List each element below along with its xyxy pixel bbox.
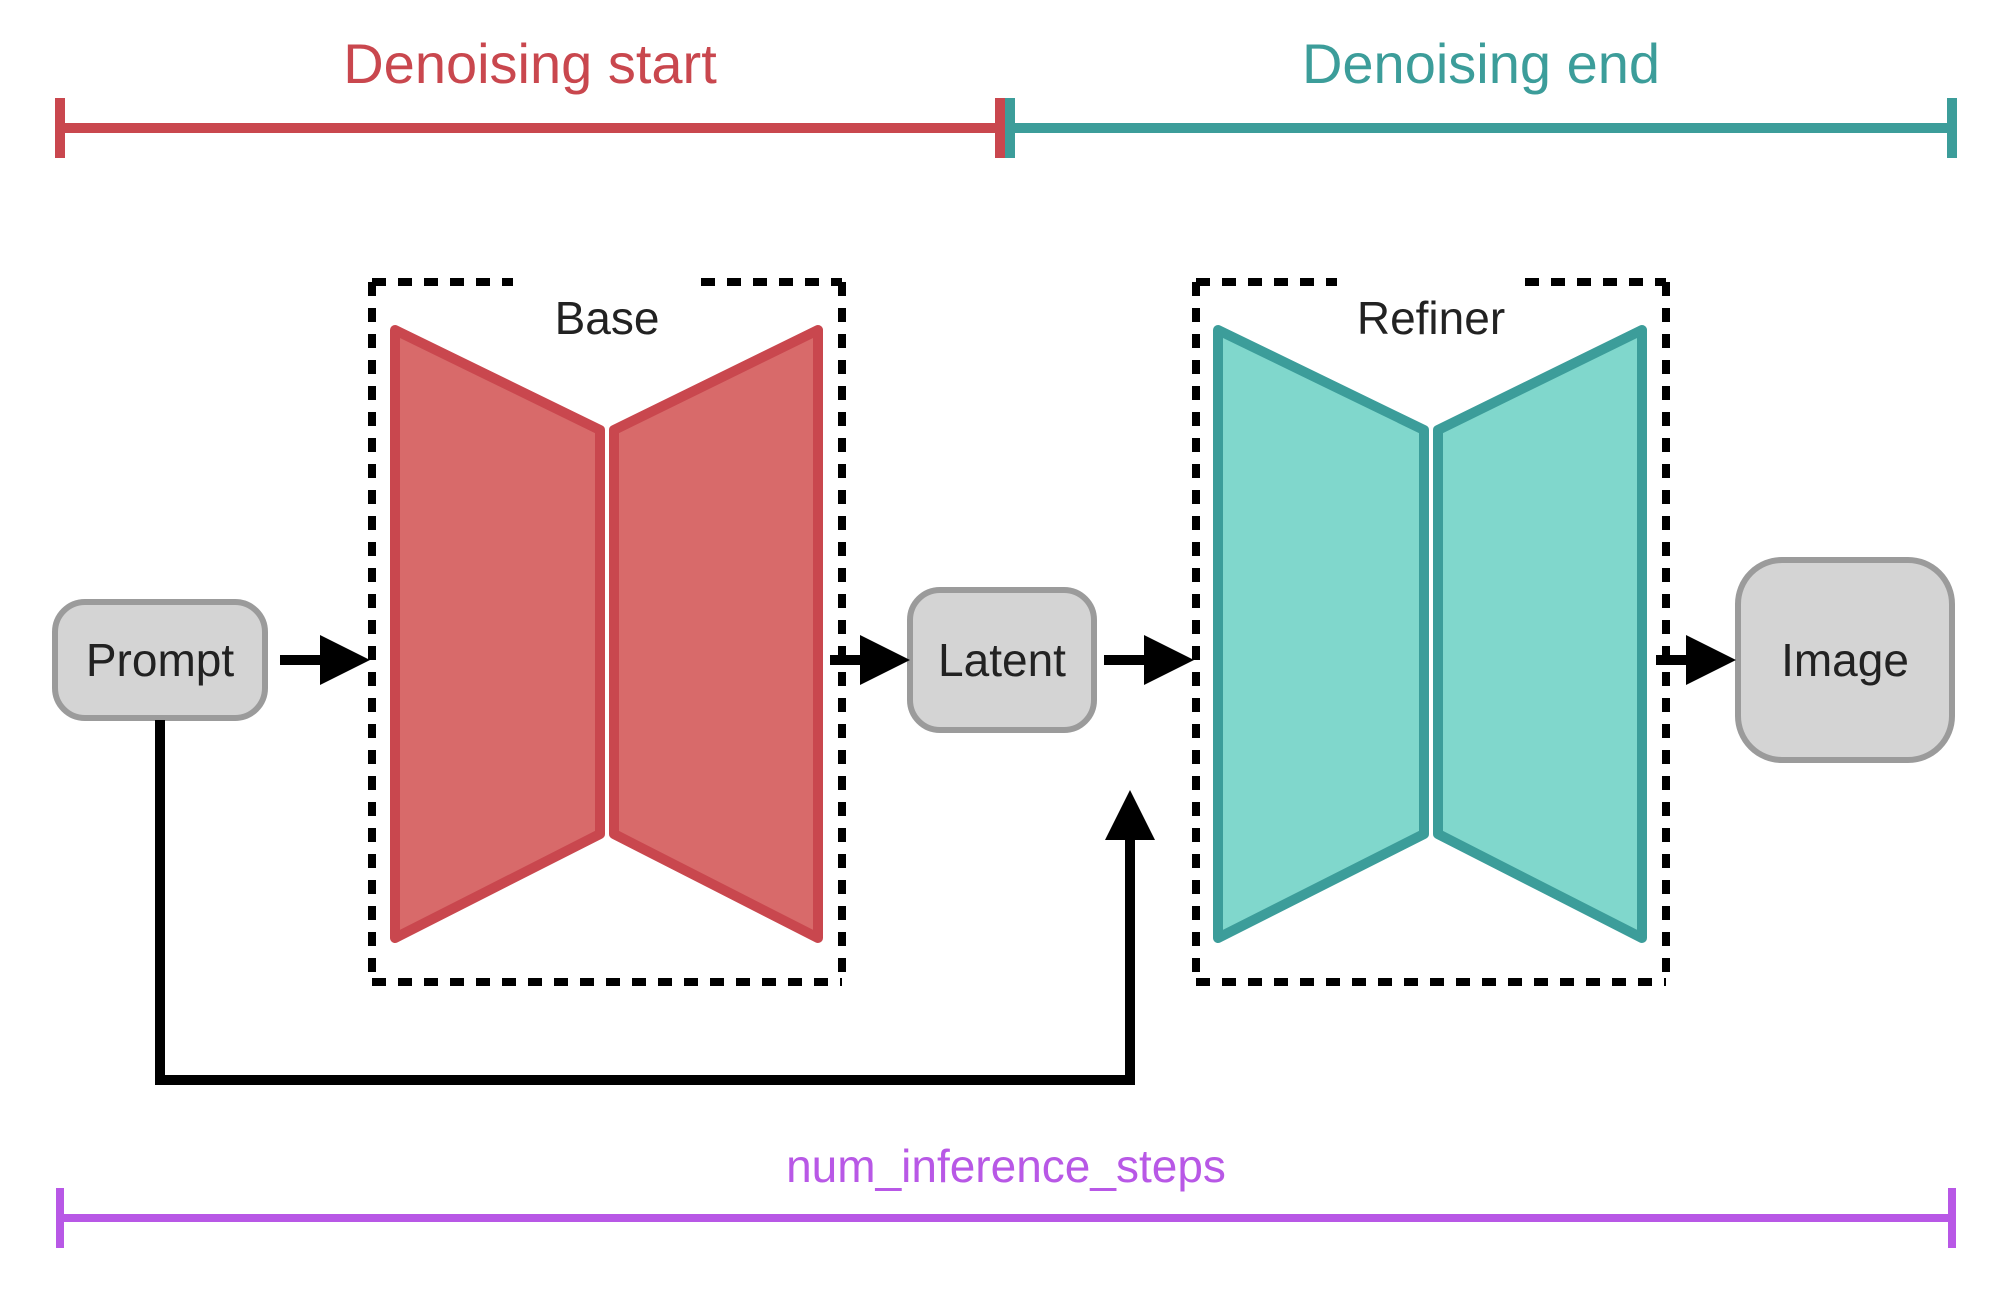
image-node: Image <box>1738 560 1952 760</box>
svg-text:Latent: Latent <box>938 634 1066 686</box>
latent-node: Latent <box>910 590 1094 730</box>
base-encoder-shape <box>395 330 600 938</box>
refiner-decoder-shape <box>1438 330 1642 938</box>
denoising-start-label: Denoising start <box>343 32 717 95</box>
base-decoder-shape <box>614 330 818 938</box>
svg-text:Image: Image <box>1781 634 1909 686</box>
denoising-start-bracket <box>60 98 1000 158</box>
refiner-model-label: Refiner <box>1357 292 1505 344</box>
base-model-label: Base <box>555 292 660 344</box>
svg-text:Prompt: Prompt <box>86 634 234 686</box>
refiner-encoder-shape <box>1218 330 1424 938</box>
inference-steps-bracket <box>60 1188 1952 1248</box>
denoising-end-label: Denoising end <box>1302 32 1660 95</box>
inference-steps-label: num_inference_steps <box>786 1140 1226 1192</box>
denoising-end-bracket <box>1010 98 1952 158</box>
prompt-node: Prompt <box>55 602 265 718</box>
